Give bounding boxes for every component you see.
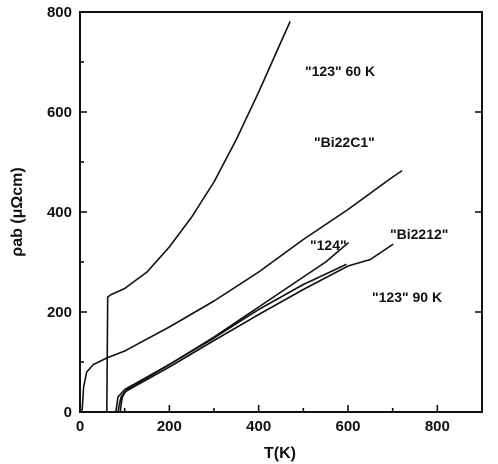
series-labels: "123" 60 K "Bi22C1" "124" "Bi2212" "123" 90 …: [305, 63, 448, 305]
y-tick-label: 0: [64, 404, 72, 421]
series-label: "124": [310, 237, 347, 253]
x-tick-label: 400: [246, 418, 271, 435]
x-tick-label: 0: [76, 418, 84, 435]
series-line: [119, 263, 347, 413]
series-label: "Bi2212": [390, 226, 448, 242]
x-tick-label: 600: [335, 418, 360, 435]
y-tick-label: 200: [47, 304, 72, 321]
series-label: "123" 90 K: [372, 289, 442, 305]
series-label: "Bi22C1": [314, 134, 375, 150]
y-tick-label: 400: [47, 204, 72, 221]
series-curves: [79, 21, 403, 413]
x-tick-label: 800: [425, 418, 450, 435]
x-axis-title: T(K): [264, 445, 296, 462]
series-line: [106, 21, 291, 413]
series-label: "123" 60 K: [305, 63, 375, 79]
y-axis-title: ρab (μΩcm): [9, 167, 26, 256]
series-line: [79, 170, 403, 413]
axis-ticks: [79, 11, 482, 413]
x-tick-labels: 0 200 400 600 800: [76, 418, 450, 435]
series-line: [117, 243, 394, 413]
plot-frame: [79, 11, 483, 413]
y-tick-label: 800: [47, 4, 72, 21]
x-tick-label: 200: [157, 418, 182, 435]
y-tick-labels: 0 200 400 600 800: [47, 4, 72, 421]
y-tick-label: 600: [47, 104, 72, 121]
